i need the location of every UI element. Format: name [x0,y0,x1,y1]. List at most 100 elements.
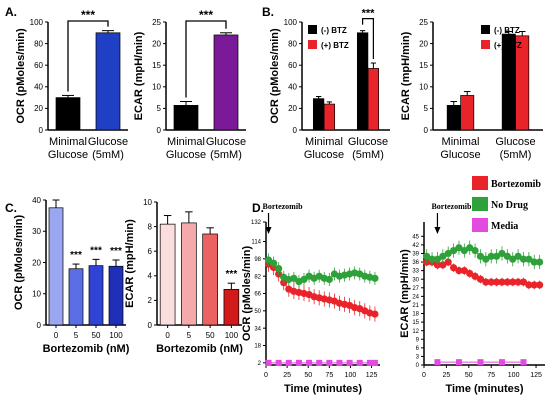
x-tick-label: 50 [465,372,473,379]
y-tick-label: 0 [416,363,420,369]
annotation-label: Bortezomib [263,202,304,211]
x-tick-label: 75 [487,372,495,379]
bar [173,105,199,131]
y-tick-label: 15 [412,320,419,326]
legend-swatch [481,25,490,34]
x-tick-label: Glucose [440,149,480,161]
y-tick-label: 2 [258,361,262,367]
data-point [503,252,511,260]
data-point [306,359,313,366]
y-axis-title: ECAR (mpH/min) [400,31,412,120]
bar [223,288,240,326]
data-point [514,252,522,260]
y-tick-label: 15 [152,61,161,70]
y-tick-label: 40 [32,196,41,205]
significance-label: *** [226,269,238,280]
y-tick-label: 0 [37,321,42,330]
y-axis-title: OCR (pMoles/min) [15,28,27,124]
y-axis-title: OCR (pMoles/min) [241,246,253,342]
data-point [476,252,485,260]
bar [446,105,461,131]
x-tick-label: 25 [443,372,451,379]
legend-label: (+) BTZ [494,41,522,50]
data-point [433,255,442,263]
panel-label: A. [5,5,17,19]
y-tick-label: 114 [251,240,261,246]
x-tick-label: Minimal [305,136,343,148]
bar [108,265,124,326]
legend-label: No Drug [491,200,528,211]
x-tick-label: Glucose [348,136,388,148]
data-point [530,281,538,289]
data-point [498,278,506,286]
y-tick-label: 20 [152,39,161,48]
y-tick-label: 2 [148,296,153,305]
y-axis-title: ECAR (mpH/min) [399,249,411,338]
significance-label: *** [81,8,95,22]
data-point [444,249,452,258]
data-point [434,359,441,366]
x-tick-label: 25 [283,372,291,379]
bar [213,34,239,131]
data-point [493,252,501,260]
y-tick-label: 15 [419,61,428,70]
legend-swatch [481,40,490,49]
data-point [371,359,378,366]
x-tick-label: 100 [109,331,123,340]
significance-label: *** [90,245,102,256]
y-tick-label: 30 [412,277,419,283]
data-point [423,252,431,260]
x-tick-label: (5mM) [500,149,532,161]
y-tick-label: 27 [412,286,419,292]
y-tick-label: 4 [148,272,153,281]
y-tick-label: 24 [412,294,419,300]
data-point [371,310,379,318]
data-point [536,258,544,266]
y-tick-label: 3 [416,355,420,361]
x-tick-label: Glucose [48,149,88,161]
legend-label: Bortezomib [491,179,541,190]
significance-label: *** [70,250,82,261]
y-tick-label: 100 [284,18,298,27]
data-point [509,278,517,286]
y-tick-label: 5 [424,104,429,113]
significance-bracket [67,20,109,92]
significance-label: *** [199,8,213,22]
y-tick-label: 5 [157,104,162,113]
significance-bracket [185,20,227,98]
x-axis-title: Time (minutes) [445,383,523,395]
data-point [455,359,462,366]
x-tick-label: Minimal [442,136,480,148]
legend-swatch [308,40,317,49]
data-point [536,281,544,289]
significance-label: *** [110,246,122,257]
y-tick-label: 0 [293,126,298,135]
data-point [455,244,463,252]
x-tick-label: Minimal [49,136,87,148]
y-tick-label: 21 [412,303,419,309]
significance-label: *** [362,8,376,20]
y-tick-label: 25 [419,18,428,27]
x-tick-label: (5mM) [352,149,384,161]
y-tick-label: 20 [32,258,41,267]
legend-label: (-) BTZ [321,26,347,35]
x-tick-label: 5 [187,331,192,340]
x-tick-label: Glucose [206,136,246,148]
y-tick-label: 82 [254,274,261,280]
bar [312,98,325,131]
data-point [471,272,479,280]
bar [88,265,104,326]
y-tick-label: 6 [148,247,153,256]
x-tick-label: 100 [225,331,239,340]
y-tick-label: 60 [34,61,43,70]
y-tick-label: 36 [412,260,419,266]
x-tick-label: Glucose [166,149,206,161]
data-point [428,255,436,263]
y-tick-label: 12 [412,329,419,335]
panel-label: C. [5,201,17,215]
annotation-arrowhead [265,227,272,234]
bar [55,97,81,131]
data-point [509,255,517,263]
y-axis-title: ECAR (mpH/min) [133,31,145,120]
